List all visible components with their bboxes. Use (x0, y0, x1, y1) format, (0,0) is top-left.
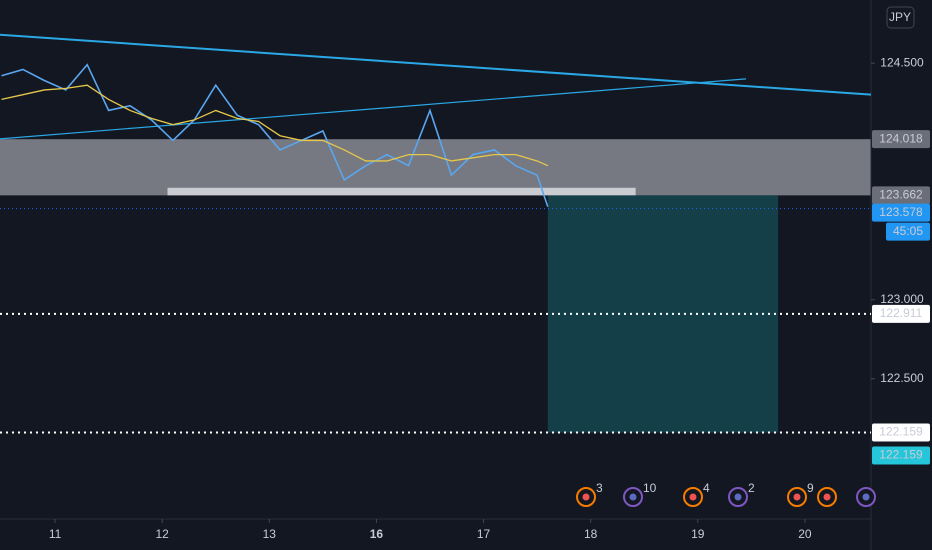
price-label-box (872, 304, 930, 323)
x-tick-label: 19 (691, 527, 705, 541)
event-dot (823, 493, 831, 501)
price-label-box (872, 203, 930, 222)
event-count: 2 (748, 481, 755, 495)
price-label: 123.578 (879, 205, 923, 219)
currency: JPY (889, 10, 911, 24)
price-label-box (872, 130, 930, 149)
series-line (1, 84, 549, 167)
x-tick-label: 17 (477, 527, 491, 541)
event-dot (793, 493, 801, 501)
event-count: 3 (596, 481, 603, 495)
price-label-box (872, 186, 930, 205)
price-label: 124.018 (879, 131, 923, 145)
event-dot (582, 493, 590, 501)
x-tick-label: 11 (49, 527, 62, 541)
countdown: 45:05 (893, 224, 923, 238)
price-label-box (872, 446, 930, 465)
event-count: 10 (643, 481, 657, 495)
event-count: 4 (703, 481, 710, 495)
zone (167, 187, 636, 196)
y-tick-label: 122.500 (880, 371, 924, 385)
event-dot (862, 493, 870, 501)
x-tick-label: 18 (584, 527, 598, 541)
event-dot (734, 493, 742, 501)
countdown-box (886, 222, 930, 241)
event-count: 9 (807, 481, 814, 495)
x-tick-label: 13 (263, 527, 277, 541)
y-tick-label: 124.500 (880, 55, 924, 69)
price-label: 122.159 (879, 425, 923, 439)
price-label-box (872, 423, 930, 442)
price-label: 122.911 (880, 306, 923, 320)
x-tick-label: 12 (156, 527, 170, 541)
event-dot (689, 493, 697, 501)
price-label: 122.159 (879, 448, 923, 462)
x-tick-label: 20 (798, 527, 812, 541)
series-line (1, 63, 549, 207)
y-tick-label: 123.000 (880, 292, 924, 306)
event-dot (629, 493, 637, 501)
trendline (0, 33, 872, 96)
trendline (0, 78, 747, 140)
x-tick-label: 16 (370, 527, 384, 541)
zone (0, 139, 871, 196)
currency-badge[interactable] (886, 6, 915, 29)
price-label: 123.662 (879, 188, 923, 202)
